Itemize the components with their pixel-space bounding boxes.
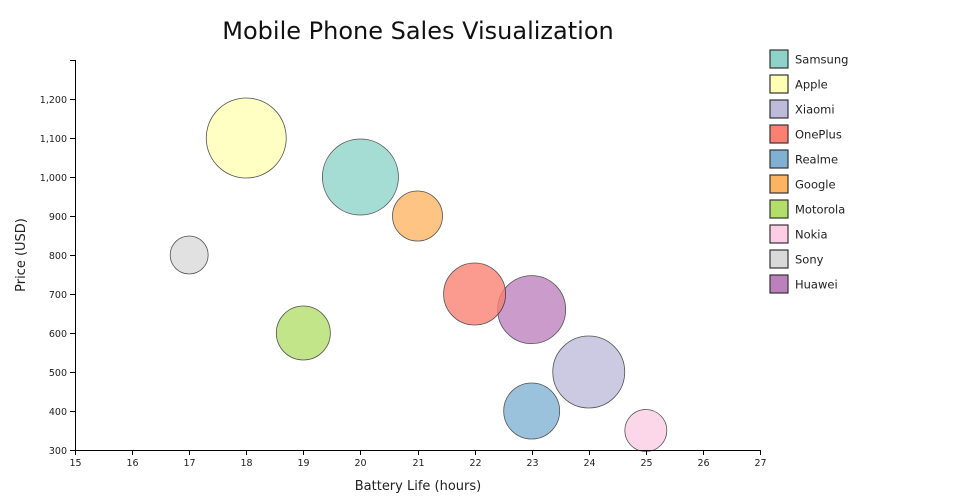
x-tick-label: 23: [526, 458, 538, 469]
bubble-sony[interactable]: Sony: [169, 235, 209, 275]
chart-title: Mobile Phone Sales Visualization: [222, 17, 613, 45]
x-tick-label: 20: [354, 458, 366, 469]
plot-area: Apple Samsung XiaomiHuaweiOnePlus Realme Mot…: [40, 60, 767, 469]
y-tick-label: 1,000: [40, 173, 67, 184]
legend-label: Nokia: [795, 228, 828, 242]
legend-item-oneplus[interactable]: OnePlus: [769, 124, 842, 144]
legend-swatch: [769, 49, 789, 69]
bubble-motorola[interactable]: Motorola: [275, 305, 331, 361]
legend-item-huawei[interactable]: Huawei: [769, 274, 838, 294]
bubble-google[interactable]: Google: [392, 190, 443, 242]
legend-label: Google: [795, 178, 836, 192]
legend-swatch: [769, 249, 789, 269]
y-tick-label: 800: [49, 251, 67, 262]
legend-label: Xiaomi: [795, 103, 835, 117]
legend-swatch: [769, 124, 789, 144]
legend-item-samsung[interactable]: Samsung: [769, 49, 848, 69]
bubble-realme[interactable]: Realme: [503, 382, 561, 440]
legend-item-motorola[interactable]: Motorola: [769, 199, 845, 219]
bubble-apple[interactable]: Apple: [205, 97, 287, 179]
x-tick-label: 17: [183, 458, 195, 469]
legend-label: Huawei: [795, 278, 838, 292]
legend-item-realme[interactable]: Realme: [769, 149, 838, 169]
y-tick-label: 1,100: [40, 134, 67, 145]
legend-label: Samsung: [795, 53, 848, 67]
x-tick-label: 15: [69, 458, 81, 469]
y-tick-label: 700: [49, 290, 67, 301]
legend-swatch: [769, 274, 789, 294]
legend-swatch: [769, 99, 789, 119]
y-tick-label: 900: [49, 212, 67, 223]
x-tick-label: 21: [412, 458, 424, 469]
y-axis-label: Price (USD): [14, 218, 29, 292]
legend-swatch: [769, 199, 789, 219]
bubble-huawei[interactable]: Huawei: [497, 275, 567, 345]
x-tick-label: 25: [640, 458, 652, 469]
y-tick-label: 600: [49, 329, 67, 340]
legend-swatch: [769, 174, 789, 194]
x-tick-label: 16: [126, 458, 138, 469]
y-axis-ticks: 300 400 500 600 700 800 900 1,000 1,100 1,200: [40, 60, 75, 457]
x-axis-label: Battery Life (hours): [355, 479, 482, 494]
legend-label: OnePlus: [795, 128, 842, 142]
bubble-samsung[interactable]: Samsung: [322, 138, 399, 216]
legend-item-xiaomi[interactable]: Xiaomi: [769, 99, 835, 119]
legend-swatch: [769, 74, 789, 94]
bubbles-layer: Apple Samsung XiaomiHuaweiOnePlus Realme Mot…: [169, 97, 668, 452]
y-tick-label: 400: [49, 407, 67, 418]
x-tick-label: 27: [754, 458, 766, 469]
legend-item-apple[interactable]: Apple: [769, 74, 828, 94]
legend-item-nokia[interactable]: Nokia: [769, 224, 828, 244]
legend-label: Apple: [795, 78, 828, 92]
legend-label: Sony: [795, 253, 824, 267]
legend-label: Realme: [795, 153, 838, 167]
bubble-oneplus[interactable]: OnePlus: [443, 262, 506, 326]
bubble-nokia[interactable]: Nokia: [624, 409, 668, 452]
y-tick-label: 500: [49, 368, 67, 379]
legend-item-sony[interactable]: Sony: [769, 249, 824, 269]
x-tick-label: 18: [240, 458, 252, 469]
legend: Samsung Apple Xiaomi OnePlus Realme Google Mot…: [769, 49, 848, 294]
y-tick-label: 300: [49, 446, 67, 457]
x-tick-label: 24: [583, 458, 595, 469]
x-axis-ticks: 15 16 17 18 19 20 21 22 23 24 25 26 27: [69, 450, 767, 469]
legend-label: Motorola: [795, 203, 845, 217]
y-tick-label: 1,200: [40, 95, 67, 106]
legend-item-google[interactable]: Google: [769, 174, 836, 194]
bubble-xiaomi[interactable]: Xiaomi: [552, 335, 626, 409]
legend-swatch: [769, 224, 789, 244]
legend-swatch: [769, 149, 789, 169]
x-tick-label: 22: [469, 458, 481, 469]
x-tick-label: 19: [297, 458, 309, 469]
x-tick-label: 26: [697, 458, 709, 469]
axes-layer: 15 16 17 18 19 20 21 22 23 24 25 26 27 300 400 500 600 7…: [40, 60, 767, 469]
